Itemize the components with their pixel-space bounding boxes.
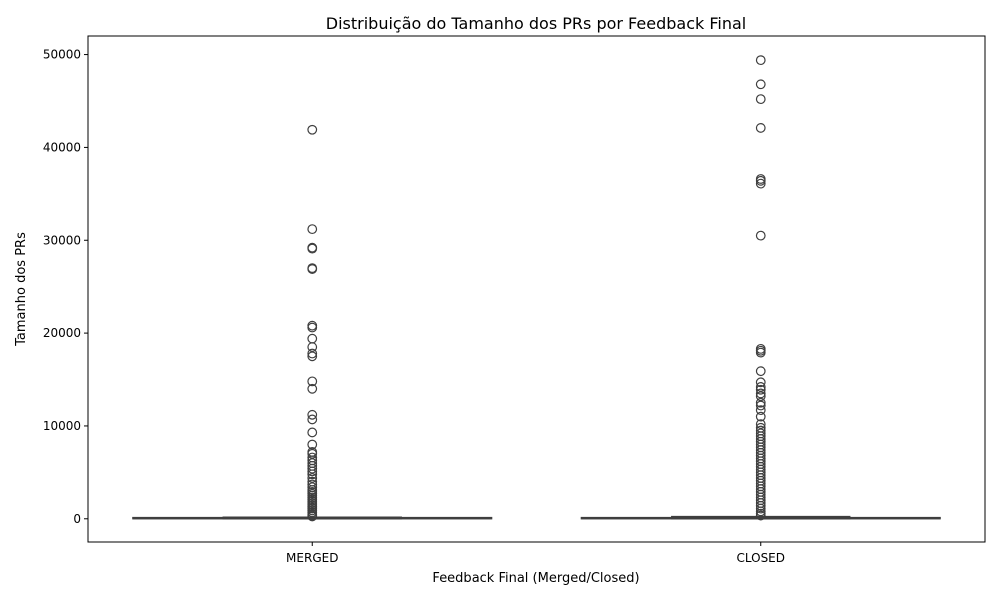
outlier-closed-10: [755, 347, 766, 358]
outlier-merged-16: [307, 427, 318, 438]
y-tick-label-40000: 40000: [43, 140, 81, 154]
outlier-closed-12: [755, 377, 766, 388]
outlier-closed-16: [755, 391, 766, 402]
outlier-merged-12: [307, 376, 318, 387]
outlier-closed-0: [755, 55, 766, 66]
outlier-closed-51: [755, 503, 766, 514]
box-group-merged: [132, 124, 493, 522]
outlier-closed-21: [755, 419, 766, 429]
outlier-merged-1: [307, 224, 318, 235]
outlier-closed-15: [755, 388, 766, 399]
outlier-closed-17: [755, 397, 766, 408]
outlier-merged-17: [307, 439, 318, 450]
outlier-merged-3: [307, 243, 318, 254]
outlier-closed-19: [755, 405, 766, 416]
y-tick-label-30000: 30000: [43, 233, 81, 247]
outlier-merged-9: [307, 342, 318, 352]
outlier-merged-25: [307, 466, 318, 477]
outlier-merged-19: [307, 448, 318, 459]
outlier-merged-10: [307, 348, 318, 359]
y-tick-label-20000: 20000: [43, 326, 81, 340]
outlier-closed-6: [755, 178, 766, 189]
x-axis: MERGED CLOSED: [286, 542, 785, 565]
outlier-closed-20: [755, 411, 766, 422]
outlier-closed-50: [755, 500, 766, 511]
outlier-closed-2: [755, 94, 766, 105]
outlier-merged-14: [307, 409, 318, 420]
y-tick-label-10000: 10000: [43, 419, 81, 433]
x-tick-label-merged: MERGED: [286, 551, 338, 565]
outlier-merged-15: [307, 414, 318, 425]
outlier-merged-0: [307, 124, 318, 135]
y-axis-label: Tamanho dos PRs: [14, 232, 29, 347]
outlier-merged-8: [307, 333, 318, 344]
outlier-merged-26: [307, 469, 318, 480]
outlier-closed-5: [755, 175, 766, 186]
outlier-closed-3: [755, 123, 766, 133]
chart-title: Distribuição do Tamanho dos PRs por Feed…: [326, 14, 746, 33]
outlier-merged-11: [307, 351, 318, 362]
plot-frame: [87, 35, 986, 543]
outlier-merged-5: [307, 264, 318, 274]
outlier-merged-29: [307, 479, 318, 490]
y-axis: 0 10000 20000 30000 40000 50000: [43, 48, 88, 526]
x-axis-label: Feedback Final (Merged/Closed): [432, 571, 639, 586]
outlier-merged-13: [307, 383, 318, 394]
outlier-closed-54: [755, 510, 766, 521]
outlier-closed-13: [755, 382, 766, 392]
outlier-closed-11: [755, 366, 766, 377]
y-tick-label-50000: 50000: [43, 48, 81, 62]
outlier-closed-14: [755, 384, 766, 395]
outlier-merged-7: [307, 322, 318, 333]
outlier-closed-18: [755, 400, 766, 411]
box-group-closed: [580, 55, 941, 521]
outlier-merged-46: [307, 511, 318, 522]
plot-area: [132, 55, 941, 522]
outlier-closed-1: [755, 79, 766, 90]
outlier-merged-27: [307, 473, 318, 483]
outlier-closed-7: [755, 230, 766, 241]
outlier-merged-24: [307, 463, 318, 474]
y-tick-label-0: 0: [73, 512, 81, 526]
x-tick-label-closed: CLOSED: [736, 551, 785, 565]
